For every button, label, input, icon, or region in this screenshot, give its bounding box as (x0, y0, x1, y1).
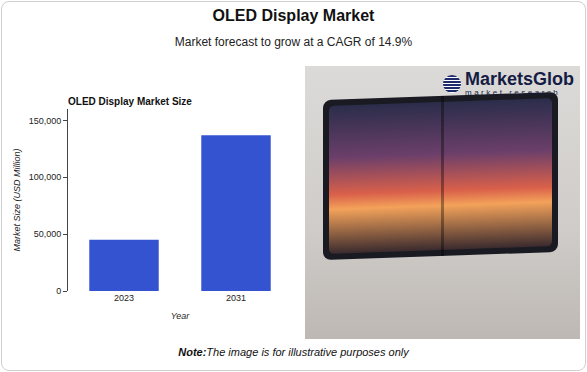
svg-text:150,000: 150,000 (29, 116, 62, 126)
html-text:market research: market research (465, 88, 561, 97)
svg-text:Year: Year (171, 311, 191, 321)
html-text:Note: The image is for illustr: Note: The image is for illustrative purp… (178, 346, 409, 358)
svg-text:Market Size (USD Million): Market Size (USD Million) (12, 148, 22, 251)
svg-text:100,000: 100,000 (29, 172, 62, 182)
svg-text:50,000: 50,000 (34, 229, 62, 239)
svg-text:2031: 2031 (226, 293, 246, 303)
html-text:OLED Display Market: OLED Display Market (212, 7, 375, 24)
html-text:Market forecast to grow at a C: Market forecast to grow at a CAGR of 14.… (174, 35, 413, 49)
svg-text:0: 0 (56, 286, 61, 296)
html-text:MarketsGlob: MarketsGlob (465, 69, 574, 89)
svg-text:OLED Display Market Size: OLED Display Market Size (68, 96, 192, 107)
svg-text:2023: 2023 (114, 293, 134, 303)
